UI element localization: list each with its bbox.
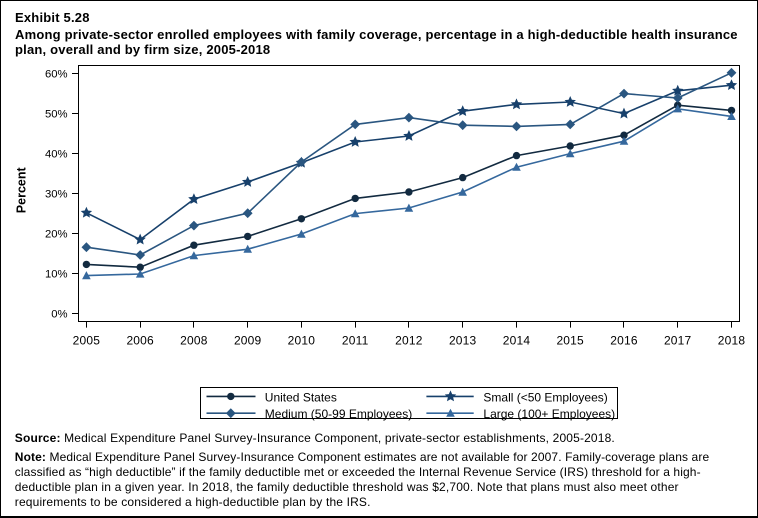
svg-text:2013: 2013 — [449, 333, 477, 347]
svg-text:2015: 2015 — [556, 333, 584, 347]
svg-text:2017: 2017 — [664, 333, 692, 347]
svg-text:2012: 2012 — [395, 333, 423, 347]
svg-text:10%: 10% — [45, 268, 68, 280]
svg-text:0%: 0% — [51, 308, 67, 320]
svg-text:Percent: Percent — [14, 167, 28, 214]
svg-text:2014: 2014 — [503, 333, 531, 347]
svg-text:United States: United States — [265, 391, 337, 405]
svg-text:2005: 2005 — [73, 333, 101, 347]
svg-text:2018: 2018 — [718, 333, 746, 347]
svg-text:Small (<50 Employees): Small (<50 Employees) — [483, 391, 607, 405]
svg-text:2016: 2016 — [610, 333, 638, 347]
svg-text:2006: 2006 — [126, 333, 154, 347]
svg-text:2010: 2010 — [288, 333, 316, 347]
svg-text:30%: 30% — [45, 188, 68, 200]
svg-text:20%: 20% — [45, 228, 68, 240]
svg-text:40%: 40% — [45, 148, 68, 160]
svg-text:2009: 2009 — [234, 333, 262, 347]
svg-text:50%: 50% — [45, 108, 68, 120]
svg-text:2011: 2011 — [342, 333, 369, 347]
svg-text:Medium (50-99 Employees): Medium (50-99 Employees) — [265, 407, 412, 421]
svg-text:2008: 2008 — [180, 333, 208, 347]
svg-text:60%: 60% — [45, 68, 68, 80]
svg-text:Large (100+ Employees): Large (100+ Employees) — [483, 407, 615, 421]
